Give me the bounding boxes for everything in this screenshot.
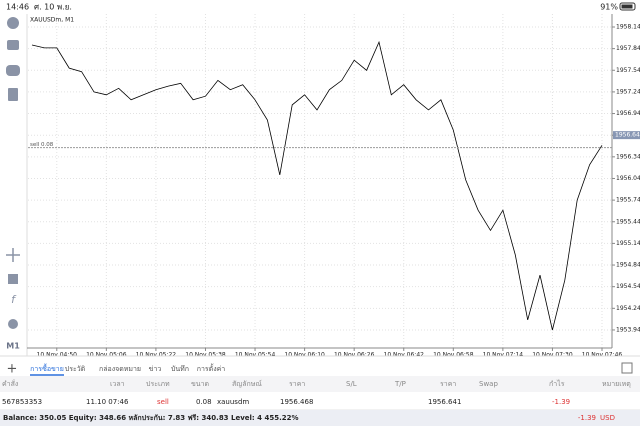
- battery-icon: [619, 2, 636, 11]
- y-tick-label: 1957.240: [616, 88, 640, 95]
- x-tick-label: 10 Nov 05:06: [86, 352, 127, 359]
- y-tick-label: 1957.840: [616, 45, 640, 52]
- account-summary: Balance: 350.05 Equity: 348.66 หลักประกั…: [3, 414, 298, 422]
- add-button[interactable]: +: [7, 362, 18, 377]
- x-tick-label: 10 Nov 05:54: [235, 352, 276, 359]
- column-header: เวลา: [110, 380, 125, 388]
- timeframe-button[interactable]: M1: [6, 342, 20, 351]
- new-icon[interactable]: [8, 88, 18, 101]
- y-tick-label: 1954.840: [616, 262, 640, 269]
- total-profit: -1.39: [578, 414, 596, 422]
- cell-profit: -1.39: [552, 398, 570, 406]
- column-header: S/L: [346, 380, 357, 388]
- column-header: Swap: [479, 380, 498, 388]
- x-tick-label: 10 Nov 05:38: [185, 352, 226, 359]
- y-tick-label: 1956.340: [616, 153, 640, 160]
- tab[interactable]: ข่าว: [149, 365, 162, 373]
- column-header: T/P: [394, 380, 406, 388]
- tabs: การซื้อขาย ประวัติ กล่องจดหมาย ข่าว บันทึก กา…: [30, 362, 226, 376]
- column-header: คำสั่ง: [2, 379, 18, 388]
- chart: 1958.140 1957.840 1957.540 1957.240 1956.940…: [27, 14, 640, 359]
- column-header: ราคา: [289, 380, 305, 388]
- x-tick-label: 10 Nov 06:26: [334, 352, 375, 359]
- y-tick-label: 1955.740: [616, 197, 640, 204]
- column-header: หมายเหตุ: [602, 380, 631, 388]
- y-tick-label: 1956.940: [616, 110, 640, 117]
- battery-fill: [621, 4, 633, 9]
- tab[interactable]: ประวัติ: [65, 365, 86, 373]
- chart-type-icon[interactable]: [8, 274, 18, 284]
- column-header: ขนาด: [191, 380, 209, 388]
- column-header: กำไร: [549, 379, 565, 388]
- column-header: สัญลักษณ์: [232, 380, 262, 388]
- y-tick-label: 1953.940: [616, 326, 640, 333]
- y-tick-label: 1954.240: [616, 305, 640, 312]
- x-tick-label: 10 Nov 06:42: [384, 352, 425, 359]
- cell-symbol: xauusdm: [217, 398, 249, 406]
- x-tick-label: 10 Nov 05:22: [136, 352, 177, 359]
- footer-bg: [0, 410, 640, 426]
- x-tick-label: 10 Nov 07:14: [483, 352, 524, 359]
- y-tick-label: 1954.540: [616, 283, 640, 290]
- current-price-label: 1956.641: [615, 132, 640, 139]
- current-price-box: [613, 131, 640, 140]
- x-tick-label: 10 Nov 07:46: [582, 352, 623, 359]
- tab[interactable]: การตั้งค่า: [197, 362, 226, 373]
- cell-time: 11.10 07:46: [86, 398, 129, 406]
- panel-toggle[interactable]: [621, 362, 633, 374]
- x-tick-label: 10 Nov 04:50: [37, 352, 78, 359]
- battery-level: 91%: [600, 3, 618, 12]
- account-icon[interactable]: [7, 17, 19, 29]
- status-date: ศ. 10 พ.ย.: [34, 3, 72, 12]
- y-tick-label: 1955.140: [616, 240, 640, 247]
- x-tick-label: 10 Nov 07:30: [532, 352, 573, 359]
- objects-icon[interactable]: [8, 319, 18, 329]
- currency: USD: [600, 414, 615, 422]
- tab[interactable]: การซื้อขาย: [30, 362, 64, 373]
- status-time: 14:46: [6, 3, 29, 12]
- y-tick-label: 1957.540: [616, 67, 640, 74]
- y-tick-label: 1955.440: [616, 218, 640, 225]
- cell-volume: 0.08: [196, 398, 212, 406]
- order-line-label: sell 0.08: [30, 142, 54, 148]
- crosshair-icon[interactable]: [6, 248, 20, 262]
- x-tick-label: 10 Nov 06:10: [284, 352, 325, 359]
- column-header: ราคา: [440, 380, 456, 388]
- left-toolbar: f: [6, 17, 20, 329]
- table-header-bg: [0, 376, 640, 392]
- y-tick-label: 1956.040: [616, 175, 640, 182]
- tab[interactable]: บันทึก: [171, 364, 189, 373]
- column-header: ประเภท: [146, 380, 170, 388]
- y-tick-label: 1958.140: [616, 23, 640, 30]
- x-tick-label: 10 Nov 06:58: [433, 352, 474, 359]
- cell-type: sell: [157, 398, 169, 406]
- chat-icon[interactable]: [6, 65, 20, 76]
- chart-title: XAUUSDm, M1: [30, 17, 74, 24]
- price-line: [31, 40, 603, 331]
- trade-icon[interactable]: [7, 40, 19, 50]
- indicator-icon[interactable]: f: [11, 293, 17, 306]
- cell-order: 567853353: [2, 398, 42, 406]
- cell-price: 1956.641: [428, 398, 461, 406]
- cell-open-price: 1956.468: [280, 398, 313, 406]
- tab[interactable]: กล่องจดหมาย: [99, 365, 141, 373]
